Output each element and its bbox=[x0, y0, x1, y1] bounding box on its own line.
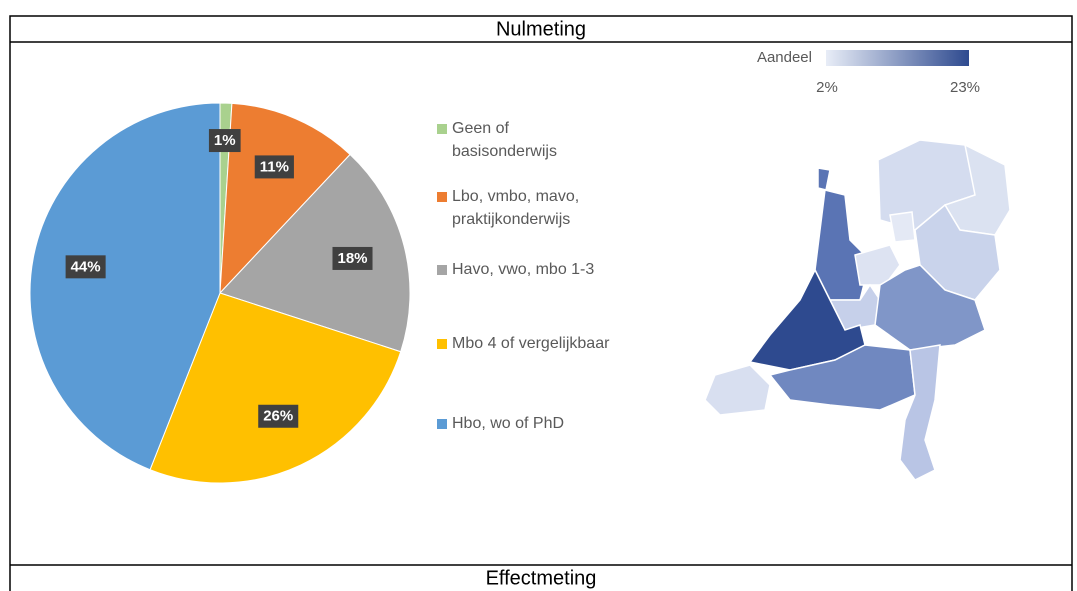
data-label-box bbox=[332, 246, 373, 270]
legend-swatch bbox=[437, 419, 447, 429]
data-label: 26% bbox=[258, 404, 299, 428]
province bbox=[874, 264, 986, 351]
legend-swatch bbox=[437, 265, 447, 275]
data-label: 1% bbox=[208, 129, 241, 153]
pie-slice bbox=[29, 102, 221, 471]
legend-label: Lbo, vmbo, mavo, praktijkonderwijs bbox=[452, 188, 580, 228]
table-border bbox=[9, 15, 1073, 591]
footer: Effectmeting bbox=[486, 567, 597, 589]
data-label-text: 44% bbox=[71, 258, 101, 275]
pie-slice bbox=[219, 153, 411, 353]
data-label-box bbox=[65, 255, 106, 279]
map-legend-gradient bbox=[826, 50, 969, 66]
header: Nulmeting bbox=[496, 18, 586, 40]
province bbox=[899, 344, 941, 481]
data-label-text: 18% bbox=[337, 250, 367, 267]
province bbox=[889, 211, 916, 243]
data-label-box bbox=[208, 129, 241, 153]
data-label: 18% bbox=[332, 246, 373, 270]
map-legend-max: 23% bbox=[950, 79, 980, 96]
legend-label: Mbo 4 of vergelijkbaar bbox=[452, 335, 610, 352]
legend-swatch bbox=[437, 339, 447, 349]
map bbox=[704, 139, 1011, 481]
map-legend-title: Aandeel bbox=[757, 49, 812, 66]
pie-slice bbox=[219, 102, 351, 295]
data-label-text: 1% bbox=[214, 132, 236, 149]
data-label: 44% bbox=[65, 255, 106, 279]
province bbox=[854, 244, 901, 286]
data-label-text: 26% bbox=[263, 408, 293, 425]
legend-swatch bbox=[437, 192, 447, 202]
data-label-box bbox=[254, 155, 294, 179]
province bbox=[817, 167, 831, 191]
data-label-box bbox=[258, 404, 299, 428]
legend-swatch bbox=[437, 124, 447, 134]
map-legend-min: 2% bbox=[816, 79, 838, 96]
legend-label: Hbo, wo of PhD bbox=[452, 415, 565, 432]
data-label-text: 11% bbox=[260, 158, 289, 175]
data-label: 11% bbox=[254, 155, 294, 179]
pie-slice bbox=[149, 292, 402, 484]
legend-label: Havo, vwo, mbo 1-3 bbox=[452, 261, 595, 278]
legend-label: Geen of basisonderwijs bbox=[452, 120, 557, 160]
province bbox=[704, 364, 771, 416]
